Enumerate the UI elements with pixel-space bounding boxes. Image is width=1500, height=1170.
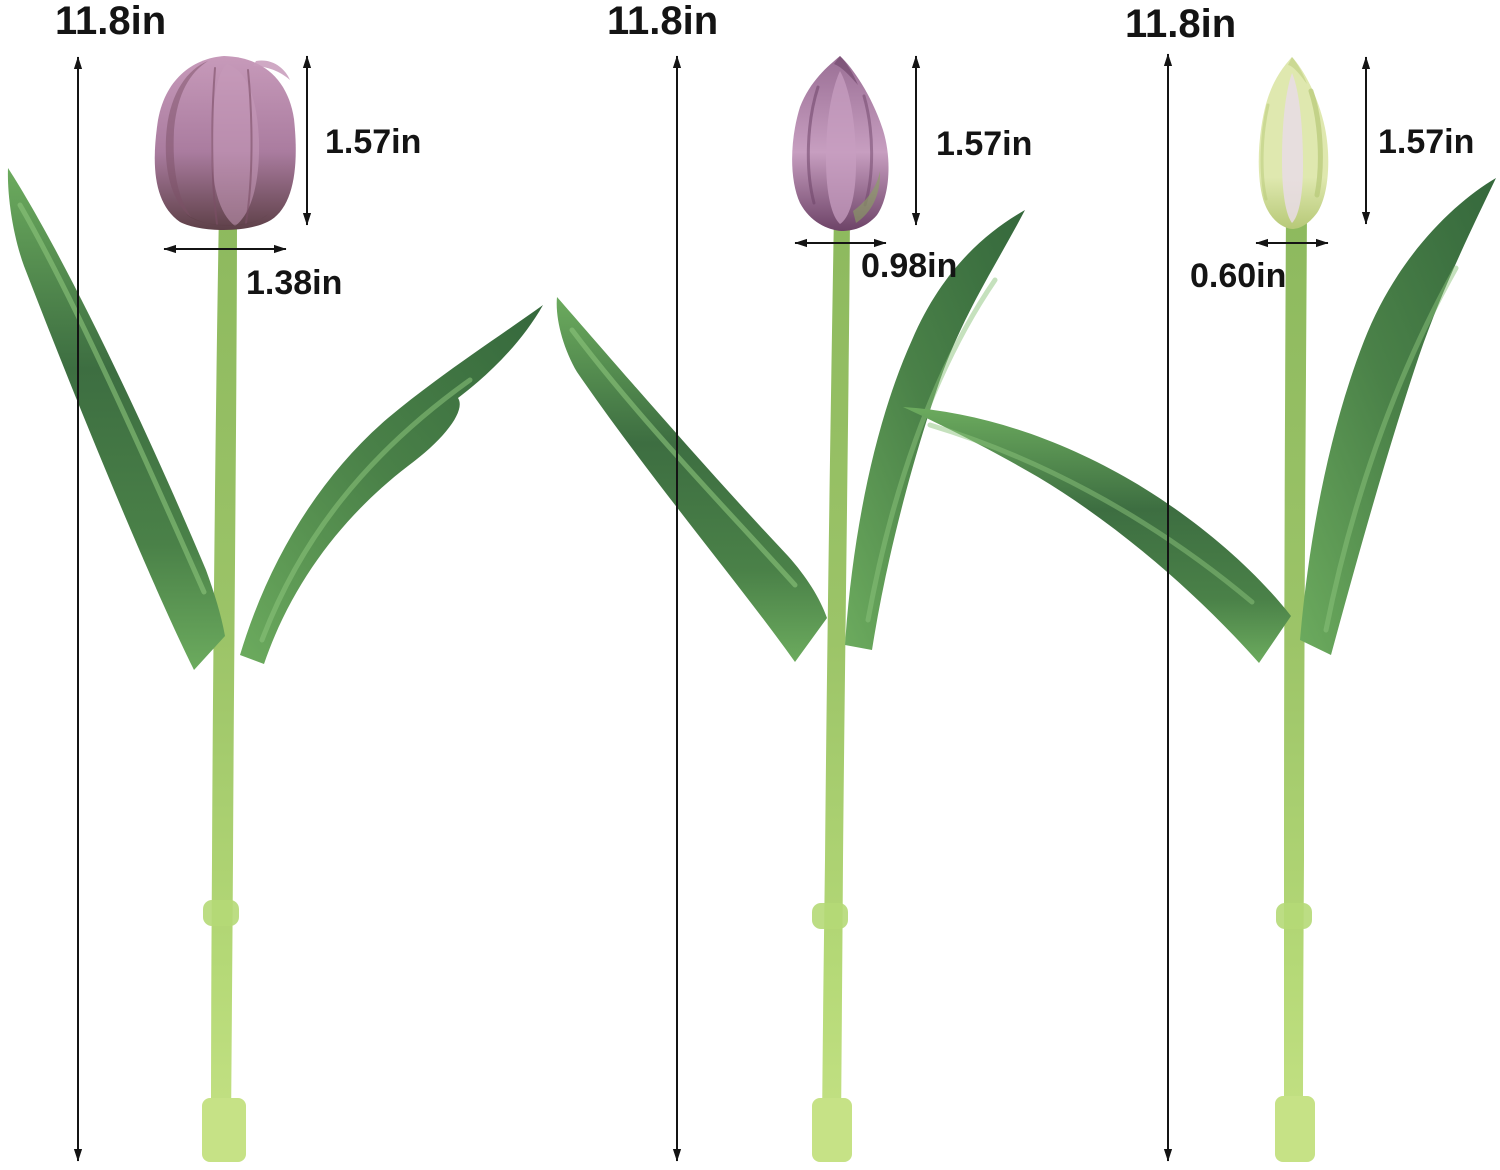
tulip-right-flower <box>1258 57 1329 229</box>
flower-width-label-right: 0.60in <box>1190 257 1286 295</box>
tulip-left-stem-cut-end <box>202 1098 246 1162</box>
tulip-left-flower-petal-flip <box>253 60 290 80</box>
height-label-middle: 11.8in <box>607 0 718 43</box>
tulip-left-stem <box>211 210 237 1162</box>
tulip-right-stem <box>1284 210 1307 1162</box>
tulip-middle-stem <box>822 212 850 1162</box>
tulip-left-leaf-left <box>7 168 225 670</box>
dimension-annotations: 11.8in 11.8in 11.8in 1.57in 1.57in 1.57i… <box>55 0 1474 1162</box>
tulip-left-leaf-right-vein <box>259 377 473 643</box>
tulip-right-stem-cut-end <box>1275 1096 1315 1162</box>
tulip-left-flower-seam-left <box>211 67 218 225</box>
height-label-left: 11.8in <box>55 0 166 43</box>
tulip-left-leaf-left-vein <box>17 202 207 595</box>
tulip-right-flower-left-edge <box>1260 103 1270 201</box>
flower-height-label-right: 1.57in <box>1378 123 1474 161</box>
tulip-right-leaf-left-vein <box>927 422 1255 605</box>
flower-width-label-left: 1.38in <box>246 264 342 302</box>
tulip-middle-flower-tip-shade <box>834 56 858 85</box>
tulip-middle-flower-seam-left <box>806 85 820 205</box>
tulip-left-flower-center-petal <box>211 64 260 226</box>
tulip-right <box>903 57 1496 1162</box>
tulip-left-leaf-right <box>240 305 543 664</box>
tulip-left <box>7 56 543 1162</box>
height-label-right: 11.8in <box>1125 2 1236 46</box>
tulip-right-flower-tip-shade <box>1288 57 1307 84</box>
tulip-middle-stem-cut-end <box>812 1098 852 1162</box>
tulip-right-flower-green-streak <box>1308 88 1323 198</box>
tulip-left-flower <box>154 56 296 231</box>
tulip-middle-leaf-right <box>845 210 1025 650</box>
tulip-middle <box>556 56 1025 1162</box>
tulip-right-leaf-left <box>903 407 1291 663</box>
tulip-middle-flower-center-highlight <box>826 71 856 224</box>
flower-height-label-left: 1.57in <box>325 123 421 161</box>
tulip-right-leaf-right-vein <box>1323 265 1459 633</box>
tulip-middle-leaf-right-vein <box>865 277 998 623</box>
tulip-middle-flower-seam-right <box>862 94 874 207</box>
tulip-left-stem-node <box>203 900 239 926</box>
flower-width-label-middle: 0.98in <box>861 247 957 285</box>
tulip-left-flower-left-petal-shade <box>165 61 208 218</box>
tulip-right-stem-node <box>1276 903 1312 929</box>
flower-height-label-middle: 1.57in <box>936 125 1032 163</box>
tulip-right-flower-blush <box>1282 73 1303 223</box>
tulip-middle-stem-node <box>812 903 848 929</box>
tulip-left-flower-seam-right <box>245 69 253 224</box>
tulip-middle-flower-base-green <box>853 171 881 223</box>
tulip-middle-leaf-left <box>556 297 827 662</box>
tulip-middle-flower <box>792 56 889 231</box>
tulip-right-leaf-right <box>1300 178 1496 655</box>
